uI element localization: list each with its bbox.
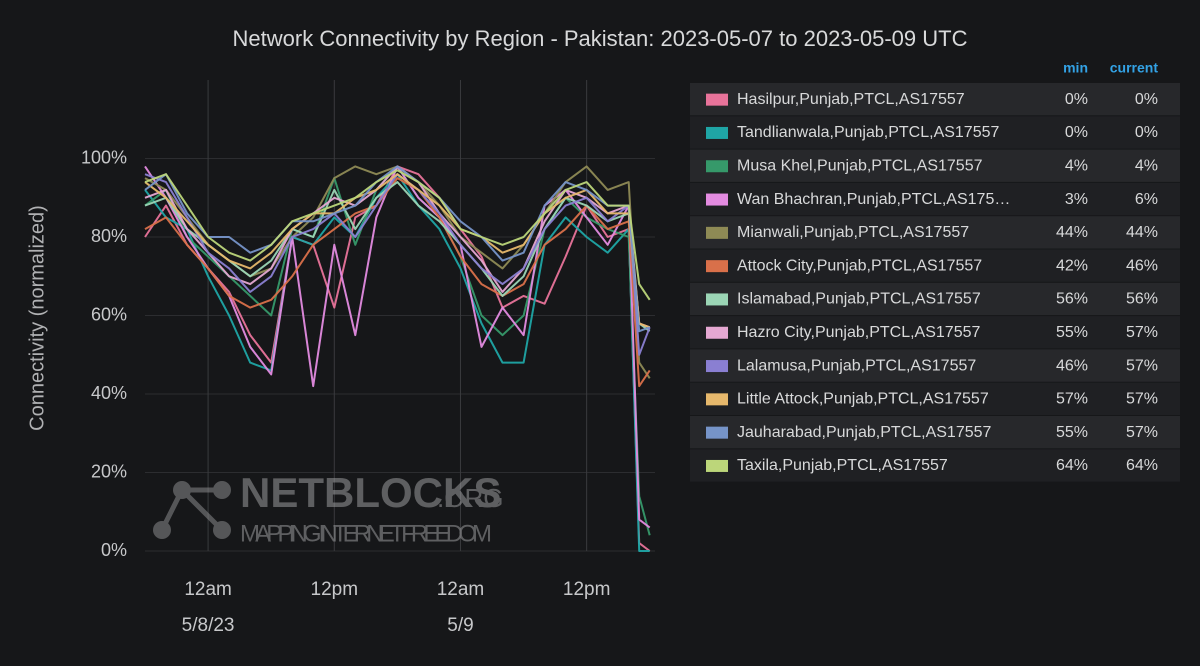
legend-min: 0% — [1065, 124, 1088, 141]
x-tick-label: 12am — [437, 579, 485, 600]
legend-current: 57% — [1126, 424, 1158, 441]
series-line — [144, 177, 651, 388]
legend-row — [690, 216, 1180, 249]
legend-min: 56% — [1056, 291, 1088, 308]
watermark: NETBLOCKS .ORG MAPPING INTERNET FREEDOM — [153, 469, 503, 547]
legend-label: Little Attock,Punjab,PTCL,AS17557 — [737, 391, 989, 408]
legend-current: 44% — [1126, 224, 1158, 241]
chart-title: Network Connectivity by Region - Pakista… — [233, 26, 968, 51]
legend-label: Hasilpur,Punjab,PTCL,AS17557 — [737, 91, 965, 108]
y-tick-label: 80% — [91, 226, 127, 246]
legend-label: Hazro City,Punjab,PTCL,AS17557 — [737, 324, 980, 341]
legend-min: 0% — [1065, 91, 1088, 108]
legend-current: 46% — [1126, 257, 1158, 274]
legend-min: 42% — [1056, 257, 1088, 274]
legend-current: 0% — [1135, 124, 1158, 141]
series-line — [144, 169, 651, 301]
legend-min: 4% — [1065, 157, 1088, 174]
legend-row — [690, 416, 1180, 449]
legend-swatch — [706, 160, 728, 173]
legend-swatch — [706, 326, 728, 339]
legend-current: 57% — [1126, 357, 1158, 374]
legend-current: 57% — [1126, 324, 1158, 341]
series-line — [144, 173, 651, 329]
legend-label: Attock City,Punjab,PTCL,AS17557 — [737, 257, 982, 274]
legend-min: 44% — [1056, 224, 1088, 241]
y-tick-label: 20% — [91, 461, 127, 481]
legend-min: 64% — [1056, 457, 1088, 474]
legend-row — [690, 116, 1180, 149]
legend-label: Islamabad,Punjab,PTCL,AS17557 — [737, 291, 981, 308]
legend-label: Lalamusa,Punjab,PTCL,AS17557 — [737, 357, 976, 374]
legend-current: 57% — [1126, 391, 1158, 408]
y-axis-label: Connectivity (normalized) — [26, 205, 48, 431]
legend-swatch — [706, 293, 728, 306]
x-date-label: 5/9 — [447, 615, 473, 636]
legend-swatch — [706, 226, 728, 239]
legend-swatch — [706, 360, 728, 373]
legend-min: 55% — [1056, 424, 1088, 441]
x-tick-label: 12pm — [563, 579, 611, 600]
legend-row — [690, 349, 1180, 382]
legend-min: 55% — [1056, 324, 1088, 341]
legend-min: 3% — [1065, 191, 1088, 208]
legend-swatch — [706, 126, 728, 139]
legend-header: current — [1110, 60, 1159, 76]
watermark-suffix: .ORG — [437, 483, 503, 513]
legend-row — [690, 449, 1180, 482]
legend-swatch — [706, 260, 728, 273]
legend-current: 0% — [1135, 91, 1158, 108]
legend-row — [690, 182, 1180, 216]
legend-current: 4% — [1135, 157, 1158, 174]
legend-row — [690, 316, 1180, 349]
legend-row — [690, 249, 1180, 282]
x-tick-label: 12pm — [311, 579, 359, 600]
legend-row — [690, 282, 1180, 316]
watermark-title: NETBLOCKS — [240, 469, 501, 516]
x-tick-label: 12am — [184, 579, 232, 600]
legend-current: 56% — [1126, 291, 1158, 308]
legend-label: Wan Bhachran,Punjab,PTCL,AS175… — [737, 191, 1010, 208]
legend-min: 57% — [1056, 391, 1088, 408]
legend-label: Taxila,Punjab,PTCL,AS17557 — [737, 457, 948, 474]
legend-min: 46% — [1056, 357, 1088, 374]
series-line — [144, 173, 650, 552]
legend-row — [690, 149, 1180, 182]
legend-header: min — [1063, 60, 1088, 76]
legend-label: Jauharabad,Punjab,PTCL,AS17557 — [737, 424, 992, 441]
legend-swatch — [706, 459, 728, 472]
legend-swatch — [706, 426, 728, 439]
legend-swatch — [706, 193, 728, 206]
legend-row — [690, 83, 1180, 116]
y-tick-label: 100% — [81, 147, 127, 167]
series-line — [144, 181, 651, 333]
series-line — [144, 165, 651, 333]
legend-label: Tandlianwala,Punjab,PTCL,AS17557 — [737, 124, 1000, 141]
legend-swatch — [706, 393, 728, 406]
y-tick-label: 0% — [101, 540, 127, 560]
legend-row — [690, 382, 1180, 415]
x-date-label: 5/8/23 — [182, 615, 235, 636]
legend-label: Mianwali,Punjab,PTCL,AS17557 — [737, 224, 969, 241]
watermark-tagline: MAPPING INTERNET FREEDOM — [240, 520, 492, 547]
watermark-icon — [159, 487, 224, 532]
legend-swatch — [706, 93, 728, 106]
y-tick-label: 60% — [91, 304, 127, 324]
legend-current: 64% — [1126, 457, 1158, 474]
y-tick-label: 40% — [91, 383, 127, 403]
legend-current: 6% — [1135, 191, 1158, 208]
legend-label: Musa Khel,Punjab,PTCL,AS17557 — [737, 157, 983, 174]
